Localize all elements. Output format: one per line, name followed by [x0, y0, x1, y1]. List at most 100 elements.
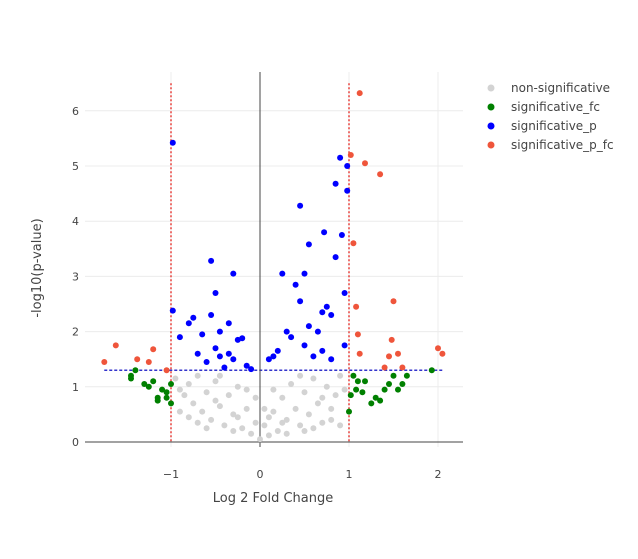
data-point[interactable] [257, 436, 263, 443]
data-point[interactable] [395, 350, 401, 357]
data-point[interactable] [321, 229, 328, 236]
data-point[interactable] [163, 394, 170, 401]
data-point[interactable] [332, 254, 339, 261]
data-point[interactable] [314, 328, 321, 335]
data-point[interactable] [362, 378, 368, 385]
data-point[interactable] [190, 400, 197, 407]
data-point[interactable] [203, 359, 210, 365]
data-point[interactable] [203, 425, 210, 432]
data-point[interactable] [112, 342, 119, 349]
data-point[interactable] [319, 309, 326, 316]
data-point[interactable] [328, 312, 335, 318]
data-point[interactable] [323, 383, 330, 390]
data-point[interactable] [134, 356, 141, 363]
data-point[interactable] [261, 405, 268, 412]
data-point[interactable] [274, 347, 281, 354]
data-point[interactable] [225, 350, 232, 357]
data-point[interactable] [279, 270, 286, 277]
data-point[interactable] [216, 328, 223, 335]
data-point[interactable] [270, 408, 277, 415]
data-point[interactable] [274, 428, 281, 434]
data-point[interactable] [181, 392, 188, 399]
data-point[interactable] [435, 345, 441, 352]
data-point[interactable] [319, 419, 326, 426]
data-point[interactable] [347, 152, 354, 158]
data-point[interactable] [212, 378, 219, 385]
data-point[interactable] [328, 416, 335, 423]
data-point[interactable] [132, 367, 139, 374]
data-point[interactable] [248, 430, 255, 437]
data-point[interactable] [332, 180, 339, 187]
data-point[interactable] [301, 428, 308, 434]
data-point[interactable] [381, 386, 388, 393]
data-point[interactable] [176, 386, 183, 393]
data-point[interactable] [356, 90, 363, 97]
data-point[interactable] [347, 392, 354, 399]
data-point[interactable] [341, 290, 348, 296]
data-point[interactable] [314, 400, 321, 407]
data-point[interactable] [341, 342, 348, 349]
data-point[interactable] [243, 362, 250, 369]
data-point[interactable] [212, 397, 219, 404]
data-point[interactable] [243, 405, 250, 412]
data-point[interactable] [359, 389, 366, 396]
legend-item[interactable]: significative_fc [487, 100, 601, 114]
data-point[interactable] [270, 386, 277, 393]
data-point[interactable] [328, 356, 335, 363]
data-point[interactable] [350, 372, 357, 379]
data-point[interactable] [169, 307, 176, 314]
data-point[interactable] [199, 408, 206, 415]
data-point[interactable] [279, 394, 286, 401]
data-point[interactable] [346, 408, 352, 415]
data-point[interactable] [265, 432, 272, 439]
data-point[interactable] [225, 320, 232, 327]
legend-item[interactable]: non-significative [487, 81, 611, 95]
data-point[interactable] [305, 323, 312, 330]
data-point[interactable] [377, 171, 384, 178]
data-point[interactable] [403, 372, 410, 379]
data-point[interactable] [194, 350, 201, 357]
data-point[interactable] [252, 419, 259, 426]
data-point[interactable] [332, 392, 339, 399]
data-point[interactable] [297, 422, 304, 429]
data-point[interactable] [279, 419, 286, 426]
data-point[interactable] [212, 290, 219, 296]
data-point[interactable] [252, 394, 259, 401]
data-point[interactable] [190, 314, 197, 321]
data-point[interactable] [338, 232, 345, 238]
data-point[interactable] [265, 414, 272, 421]
data-point[interactable] [381, 364, 388, 371]
data-point[interactable] [172, 375, 179, 382]
data-point[interactable] [176, 408, 183, 415]
data-point[interactable] [145, 383, 152, 390]
data-point[interactable] [390, 298, 397, 305]
data-point[interactable] [216, 353, 223, 360]
data-point[interactable] [350, 240, 357, 247]
data-point[interactable] [439, 350, 446, 357]
data-point[interactable] [283, 416, 290, 423]
data-point[interactable] [225, 392, 232, 399]
data-point[interactable] [216, 403, 223, 410]
data-point[interactable] [261, 422, 268, 429]
data-point[interactable] [141, 381, 148, 387]
data-point[interactable] [305, 241, 312, 248]
data-point[interactable] [341, 386, 348, 393]
data-point[interactable] [301, 342, 308, 349]
data-point[interactable] [297, 202, 304, 209]
data-point[interactable] [230, 411, 237, 418]
data-point[interactable] [216, 372, 223, 379]
data-point[interactable] [354, 331, 361, 338]
data-point[interactable] [230, 356, 237, 363]
data-point[interactable] [428, 367, 435, 374]
data-point[interactable] [337, 422, 344, 429]
data-point[interactable] [199, 331, 206, 338]
data-point[interactable] [150, 346, 157, 353]
data-point[interactable] [239, 335, 246, 342]
data-point[interactable] [230, 270, 237, 277]
data-point[interactable] [154, 397, 161, 404]
data-point[interactable] [368, 400, 375, 407]
data-point[interactable] [353, 386, 360, 393]
data-point[interactable] [390, 372, 397, 379]
data-point[interactable] [310, 375, 317, 382]
data-point[interactable] [362, 160, 368, 167]
